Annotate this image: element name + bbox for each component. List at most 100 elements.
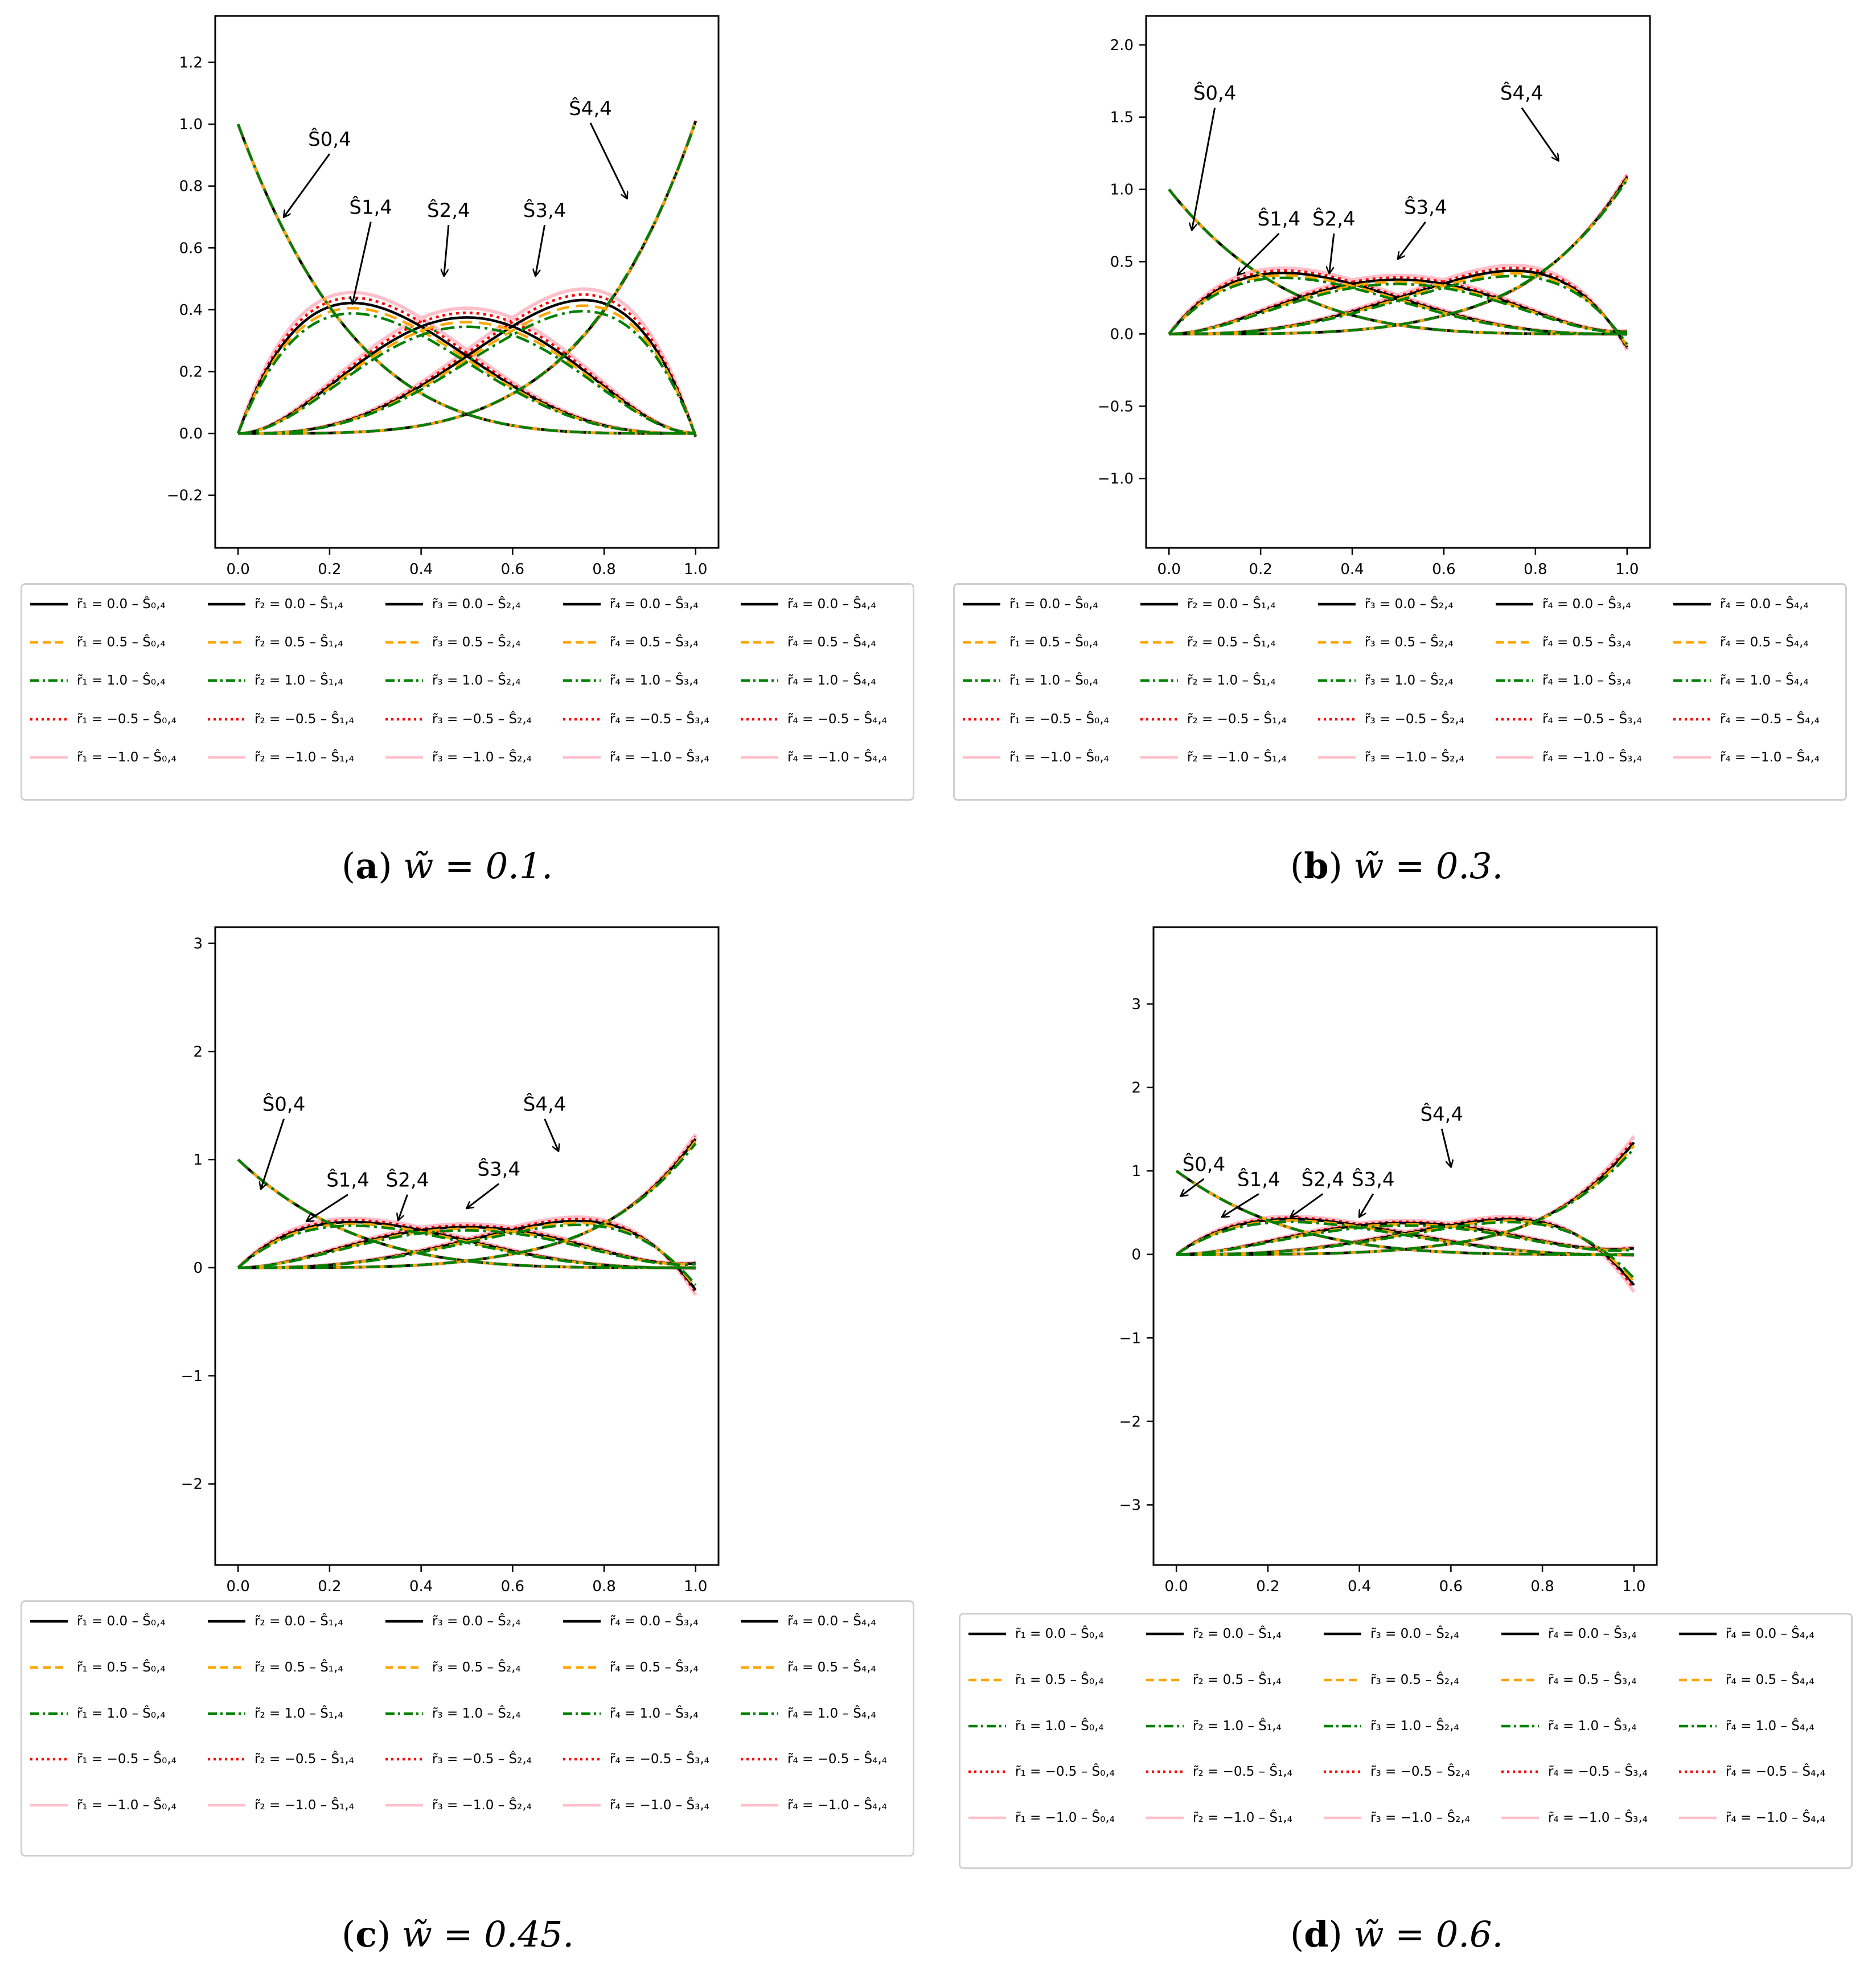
series-line-S4-r-0.5 bbox=[238, 1136, 697, 1269]
legend-entry: r̃₄ = 1.0 – Ŝ₄,₄ bbox=[740, 669, 876, 692]
legend-label: r̃₁ = −1.0 – Ŝ₀,₄ bbox=[77, 1798, 176, 1813]
legend-label: r̃₂ = 1.0 – Ŝ₁,₄ bbox=[1187, 673, 1276, 689]
annotation-arrow bbox=[398, 1194, 408, 1220]
series-line-S0-r-0.5 bbox=[1168, 189, 1627, 335]
legend-label: r̃₃ = 1.0 – Ŝ₂,₄ bbox=[1365, 673, 1454, 689]
legend-label: r̃₄ = 0.0 – Ŝ₄,₄ bbox=[787, 597, 876, 612]
legend-swatch bbox=[563, 1712, 601, 1715]
caption-c: (c) w̃ = 0.45. bbox=[342, 1914, 574, 1955]
annotation-arrow bbox=[1521, 107, 1558, 161]
legend-label: r̃₃ = 0.5 – Ŝ₂,₄ bbox=[432, 1660, 521, 1675]
legend-swatch bbox=[1679, 1724, 1717, 1727]
annotation-arrow bbox=[307, 1194, 348, 1222]
legend-swatch bbox=[208, 641, 245, 644]
x-tick-label: 1.0 bbox=[1622, 1578, 1645, 1595]
legend-entry: r̃₃ = 0.0 – Ŝ₂,₄ bbox=[1317, 593, 1454, 616]
legend-label: r̃₄ = 1.0 – Ŝ₄,₄ bbox=[787, 1706, 876, 1721]
series-line-S4-r-1 bbox=[1176, 1135, 1636, 1256]
legend-swatch bbox=[1146, 1771, 1184, 1773]
legend-label: r̃₁ = −0.5 – Ŝ₀,₄ bbox=[1009, 711, 1109, 727]
legend-label: r̃₂ = 0.0 – Ŝ₁,₄ bbox=[1187, 597, 1276, 612]
annotation-arrow bbox=[1440, 1128, 1451, 1167]
legend-entry: r̃₃ = −0.5 – Ŝ₂,₄ bbox=[384, 708, 532, 731]
legend-entry: r̃₄ = 0.0 – Ŝ₄,₄ bbox=[1678, 1622, 1815, 1645]
series-line-S0-r-0.5 bbox=[237, 1158, 696, 1269]
y-tick-label: 3 bbox=[1131, 996, 1141, 1013]
legend-entry: r̃₄ = −1.0 – Ŝ₄,₄ bbox=[1678, 1806, 1825, 1829]
legend-entry: r̃₂ = 1.0 – Ŝ₁,₄ bbox=[1139, 669, 1276, 692]
legend-entry: r̃₄ = 1.0 – Ŝ₃,₄ bbox=[562, 669, 699, 692]
legend-swatch bbox=[1501, 1816, 1539, 1820]
legend-label: r̃₁ = 0.5 – Ŝ₀,₄ bbox=[1009, 635, 1098, 650]
legend-label: r̃₄ = −1.0 – Ŝ₃,₄ bbox=[1548, 1810, 1648, 1826]
legend-entry: r̃₂ = 0.5 – Ŝ₁,₄ bbox=[1145, 1669, 1282, 1691]
legend-swatch bbox=[1146, 1724, 1184, 1727]
legend-label: r̃₂ = −0.5 – Ŝ₁,₄ bbox=[1193, 1764, 1292, 1780]
x-tick-label: 0.8 bbox=[592, 561, 615, 578]
legend-label: r̃₁ = −1.0 – Ŝ₀,₄ bbox=[77, 749, 176, 765]
legend-entry: r̃₂ = −1.0 – Ŝ₁,₄ bbox=[207, 746, 354, 769]
plot-b: 0.0 0.2 0.4 0.6 0.8 1.0 −1.0 −0.5 0.0 0.5 1.0 1.5 2.… bbox=[1098, 15, 1651, 578]
series-line-S2-r1 bbox=[1176, 1224, 1634, 1256]
legend-swatch bbox=[1679, 1816, 1717, 1820]
legend-swatch bbox=[1496, 603, 1533, 606]
legend-label: r̃₄ = 0.5 – Ŝ₃,₄ bbox=[1548, 1672, 1637, 1687]
series-line-S2-r0 bbox=[238, 316, 696, 435]
legend-entry: r̃₄ = 0.5 – Ŝ₃,₄ bbox=[1500, 1669, 1637, 1691]
legend-entry: r̃₄ = 0.0 – Ŝ₄,₄ bbox=[740, 1610, 876, 1633]
series-line-S4-r1 bbox=[238, 1142, 697, 1269]
legend-entry: r̃₁ = 1.0 – Ŝ₀,₄ bbox=[29, 1702, 166, 1725]
legend-entry: r̃₃ = 0.0 – Ŝ₂,₄ bbox=[384, 593, 521, 616]
legend-swatch bbox=[385, 718, 423, 720]
legend-entry: r̃₁ = 1.0 – Ŝ₀,₄ bbox=[962, 669, 1098, 692]
legend-label: r̃₄ = −1.0 – Ŝ₄,₄ bbox=[787, 749, 887, 765]
series-line-S3-r0 bbox=[238, 298, 697, 437]
legend-swatch bbox=[1324, 1724, 1361, 1727]
y-tick-label: −2 bbox=[181, 1476, 203, 1493]
legend-swatch bbox=[1679, 1678, 1717, 1682]
legend-swatch bbox=[563, 756, 601, 759]
legend-entry: r̃₁ = 0.5 – Ŝ₀,₄ bbox=[967, 1669, 1104, 1691]
legend-label: r̃₂ = 1.0 – Ŝ₁,₄ bbox=[1193, 1718, 1282, 1734]
legend-label: r̃₁ = −1.0 – Ŝ₀,₄ bbox=[1015, 1810, 1115, 1826]
legend-entry: r̃₄ = 0.0 – Ŝ₃,₄ bbox=[562, 1610, 699, 1633]
legend-entry: r̃₂ = 1.0 – Ŝ₁,₄ bbox=[207, 1702, 343, 1725]
legend-swatch bbox=[563, 641, 601, 644]
y-tick-label: 2.0 bbox=[1110, 37, 1134, 54]
x-tick-label: 0.0 bbox=[1157, 561, 1181, 578]
legend-c: r̃₁ = 0.0 – Ŝ₀,₄ r̃₂ = 0.0 – Ŝ₁,₄ r̃₃ = 0.… bbox=[20, 1600, 914, 1857]
legend-swatch bbox=[963, 641, 1000, 644]
legend-entry: r̃₄ = −0.5 – Ŝ₃,₄ bbox=[1495, 708, 1642, 731]
legend-entry: r̃₃ = 1.0 – Ŝ₂,₄ bbox=[384, 1702, 521, 1725]
legend-label: r̃₄ = −0.5 – Ŝ₄,₄ bbox=[787, 1752, 887, 1767]
caption-b: (b) w̃ = 0.3. bbox=[1290, 845, 1504, 887]
plot-c: 0.0 0.2 0.4 0.6 0.8 1.0 −2 −1 0 1 2 3 Ŝ0,4 Ŝ1,4 Ŝ2,4 Ŝ3… bbox=[181, 926, 720, 1595]
legend-label: r̃₃ = −0.5 – Ŝ₂,₄ bbox=[432, 1752, 532, 1767]
legend-swatch bbox=[30, 756, 68, 759]
caption-a: (a) w̃ = 0.1. bbox=[342, 845, 553, 887]
legend-label: r̃₂ = 0.0 – Ŝ₁,₄ bbox=[254, 597, 343, 612]
x-tick-label: 0.6 bbox=[1439, 1578, 1463, 1595]
legend-entry: r̃₄ = −0.5 – Ŝ₄,₄ bbox=[740, 1748, 887, 1771]
x-tick-label: 0.2 bbox=[1249, 561, 1272, 578]
annotation-label: Ŝ1,4 bbox=[1257, 207, 1300, 231]
legend-swatch bbox=[741, 603, 778, 606]
legend-entry: r̃₂ = 0.5 – Ŝ₁,₄ bbox=[207, 1656, 343, 1679]
legend-swatch bbox=[1324, 1632, 1361, 1636]
legend-swatch bbox=[1501, 1632, 1539, 1636]
series-line-S0-r0.5 bbox=[237, 1158, 696, 1269]
legend-swatch bbox=[963, 756, 1000, 759]
legend-label: r̃₄ = −0.5 – Ŝ₃,₄ bbox=[1548, 1764, 1648, 1780]
legend-swatch bbox=[208, 1666, 245, 1669]
series-line-S4-r1 bbox=[1169, 179, 1628, 335]
legend-entry: r̃₃ = 0.0 – Ŝ₂,₄ bbox=[384, 1610, 521, 1633]
legend-label: r̃₄ = 1.0 – Ŝ₃,₄ bbox=[610, 673, 699, 689]
legend-entry: r̃₂ = −0.5 – Ŝ₁,₄ bbox=[207, 708, 354, 731]
legend-swatch bbox=[741, 1666, 778, 1669]
legend-entry: r̃₁ = 1.0 – Ŝ₀,₄ bbox=[29, 669, 166, 692]
plot-d: 0.0 0.2 0.4 0.6 0.8 1.0 −3 −2 −1 0 1 2 3 Ŝ0,4 Ŝ1,4 Ŝ2,4… bbox=[1119, 926, 1658, 1595]
legend-label: r̃₁ = 0.5 – Ŝ₀,₄ bbox=[77, 635, 166, 650]
legend-entry: r̃₂ = −1.0 – Ŝ₁,₄ bbox=[1139, 746, 1287, 769]
legend-entry: r̃₄ = 0.0 – Ŝ₃,₄ bbox=[562, 593, 699, 616]
y-tick-label: 0.0 bbox=[179, 425, 203, 442]
